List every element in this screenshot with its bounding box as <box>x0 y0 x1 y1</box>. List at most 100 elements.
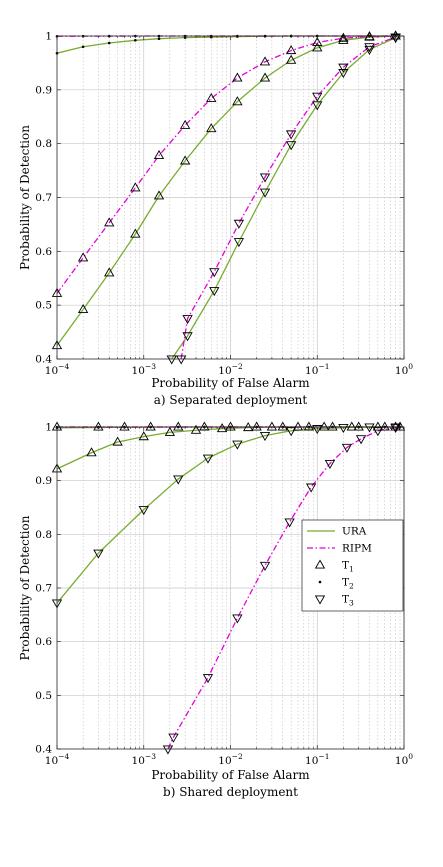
marker-ura-t1 <box>206 123 217 133</box>
marker-ripm-t3 <box>390 33 401 43</box>
chart-caption-separated: a) Separated deployment <box>154 393 308 407</box>
marker-ura-t1 <box>232 96 243 106</box>
marker-ripm-t1 <box>285 45 297 55</box>
legend-label: URA <box>342 526 367 538</box>
marker-ripm-t1 <box>390 30 401 40</box>
marker-ura-t3 <box>364 45 375 55</box>
marker-ura-t1 <box>216 423 228 433</box>
marker-ripm-t1 <box>312 36 323 47</box>
x-axis-ticks: 10−4 10−3 10−2 10−1 100 <box>45 427 413 767</box>
marker-ura-t2 <box>157 37 161 40</box>
y-axis-label: Probability of Detection <box>18 515 32 660</box>
marker-ura-t1 <box>190 424 202 434</box>
x-tick-label: 100 <box>395 362 413 377</box>
legend-label: T1 <box>342 560 354 574</box>
marker-ura-t3 <box>138 506 149 516</box>
legend-marker-dot <box>318 580 322 584</box>
y-tick-label: 0.5 <box>35 300 52 312</box>
x-tick-label: 10−3 <box>132 362 157 377</box>
marker-ura-t1 <box>338 34 349 44</box>
series-line-ripm-t3 <box>167 426 396 750</box>
marker-ura-t1 <box>130 228 141 238</box>
marker-ura-t3 <box>285 141 297 151</box>
marker-ripm-t1 <box>327 421 338 431</box>
marker-ura-t3 <box>173 475 184 485</box>
marker-ura-t1 <box>77 303 89 314</box>
y-tick-label: 0.5 <box>35 690 52 702</box>
series-line-ripm-t1 <box>57 35 396 294</box>
y-axis-ticks: 0.4 0.5 0.6 0.7 0.8 0.9 1 <box>35 31 404 366</box>
marker-ripm-t1 <box>277 421 288 431</box>
marker-ripm-t1 <box>104 217 115 227</box>
marker-ripm-t1 <box>232 72 243 82</box>
x-tick-label: 10−3 <box>132 752 157 767</box>
marker-ura-t1 <box>266 421 278 431</box>
x-tick-label: 100 <box>395 752 413 767</box>
legend-label: T2 <box>342 577 354 591</box>
marker-ripm-t3 <box>284 518 295 528</box>
marker-ura-t1 <box>112 436 123 446</box>
legend-label: T3 <box>342 594 354 608</box>
marker-ripm-t1 <box>119 421 130 431</box>
marker-ripm-t3 <box>209 268 220 278</box>
x-tick-label: 10−4 <box>45 752 70 767</box>
y-tick-label: 0.9 <box>35 475 52 487</box>
marker-ripm-t1 <box>379 421 390 431</box>
marker-ripm-t3 <box>341 443 353 453</box>
marker-ripm-t3 <box>162 745 174 755</box>
marker-ura-t1 <box>153 190 165 200</box>
marker-ripm-t1 <box>93 421 104 431</box>
marker-ripm-t1 <box>199 421 210 431</box>
marker-ura-t1 <box>164 426 176 436</box>
marker-ripm-t3 <box>182 315 193 325</box>
y-axis-ticks: 0.4 0.5 0.6 0.7 0.8 0.9 1 <box>35 422 404 756</box>
y-tick-label: 1 <box>45 31 52 43</box>
marker-ripm-t3 <box>259 173 271 183</box>
marker-ura-t3 <box>202 454 214 464</box>
marker-ura-t2 <box>134 39 137 42</box>
series-line-ura-t3 <box>171 37 396 360</box>
marker-ura-t3 <box>182 332 193 342</box>
marker-ura-t1 <box>138 431 149 441</box>
marker-ripm-t3 <box>233 219 245 229</box>
marker-ura-t1 <box>292 421 304 431</box>
legend-marker-triangle-up <box>314 559 326 569</box>
x-axis-label: Probability of False Alarm <box>151 376 310 390</box>
marker-ura-t1 <box>346 421 357 431</box>
marker-ripm-t3 <box>338 63 349 73</box>
marker-ripm-t1 <box>338 32 349 42</box>
marker-ura-t3 <box>338 423 349 434</box>
marker-ura-t1 <box>104 267 115 277</box>
marker-ripm-t3 <box>324 459 336 470</box>
marker-ripm-t1 <box>206 92 217 102</box>
marker-ripm-t3 <box>355 435 367 445</box>
y-tick-label: 0.4 <box>35 354 52 366</box>
marker-ura-t1 <box>372 421 384 431</box>
marker-ura-t3 <box>338 69 349 79</box>
marker-ura-t3 <box>312 425 323 435</box>
marker-ripm-t3 <box>168 733 179 743</box>
marker-ripm-t1 <box>353 421 364 431</box>
marker-ura-t1 <box>318 421 330 431</box>
y-tick-label: 0.8 <box>35 138 52 150</box>
x-tick-label: 10−4 <box>45 362 70 377</box>
y-tick-label: 0.8 <box>35 529 52 541</box>
marker-ripm-t1 <box>153 150 165 160</box>
y-tick-label: 0.7 <box>35 583 52 595</box>
x-tick-label: 10−2 <box>218 362 243 377</box>
marker-ripm-t1 <box>394 421 406 431</box>
marker-ura-t1 <box>312 42 323 52</box>
x-tick-label: 10−1 <box>305 362 329 377</box>
marker-ura-t3 <box>259 432 271 442</box>
series-line-ripm-t3 <box>180 36 396 360</box>
chart-panel-shared: 10−4 10−3 10−2 10−1 100 0.4 0.5 0.6 0.7 0.8 0.9 1 Pr… <box>18 421 413 799</box>
marker-ripm-t3 <box>364 43 375 53</box>
y-tick-label: 0.6 <box>35 636 52 648</box>
chart-caption-shared: b) Shared deployment <box>163 785 298 799</box>
y-tick-label: 0.7 <box>35 192 52 204</box>
y-axis-label: Probability of Detection <box>18 125 32 270</box>
marker-ura-t3 <box>233 238 245 248</box>
marker-ura-t3 <box>312 101 323 111</box>
marker-ripm-t1 <box>179 119 191 129</box>
x-axis-ticks: 10−4 10−3 10−2 10−1 100 <box>45 36 413 377</box>
